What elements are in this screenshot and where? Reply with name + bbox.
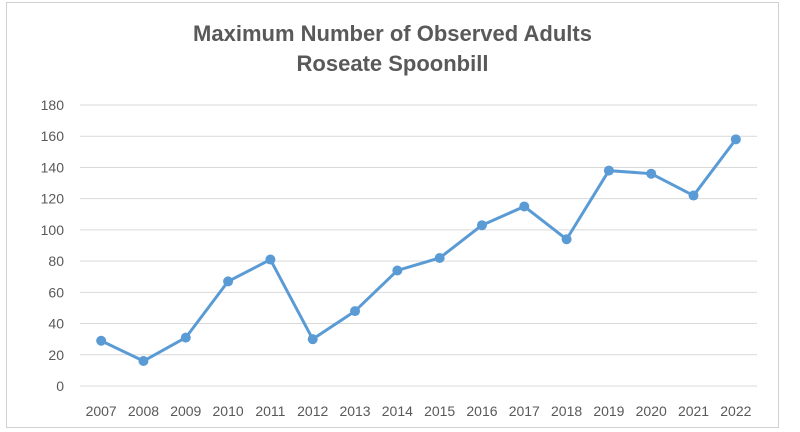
data-point (138, 356, 149, 367)
data-point (96, 335, 107, 346)
x-tick-label: 2009 (170, 403, 201, 419)
data-point (561, 234, 572, 245)
x-tick-label: 2022 (720, 403, 751, 419)
y-tick-label: 140 (41, 159, 65, 175)
x-tick-label: 2020 (636, 403, 667, 419)
y-tick-label: 0 (56, 378, 64, 394)
y-tick-label: 100 (41, 222, 65, 238)
x-tick-label: 2011 (255, 403, 285, 419)
data-point (730, 134, 741, 145)
x-tick-label: 2007 (86, 403, 117, 419)
y-tick-label: 20 (48, 347, 64, 363)
y-tick-label: 40 (48, 316, 64, 332)
data-point (223, 276, 234, 287)
y-tick-label: 160 (41, 128, 65, 144)
data-point (307, 334, 318, 345)
chart-title: Maximum Number of Observed Adults Roseat… (7, 19, 778, 79)
x-tick-label: 2010 (213, 403, 244, 419)
x-tick-label: 2016 (466, 403, 497, 419)
series-line (99, 137, 738, 363)
data-point (646, 168, 657, 179)
x-tick-label: 2018 (551, 403, 582, 419)
data-point (476, 220, 487, 231)
y-tick-label: 80 (48, 253, 64, 269)
chart-title-line2: Roseate Spoonbill (296, 51, 489, 76)
x-tick-label: 2014 (382, 403, 413, 419)
x-tick-label: 2008 (128, 403, 159, 419)
data-point (265, 254, 276, 265)
x-tick-label: 2019 (593, 403, 624, 419)
data-point (434, 252, 445, 263)
y-tick-label: 60 (48, 284, 64, 300)
data-point (350, 306, 361, 317)
data-point (603, 165, 614, 176)
data-point (688, 190, 699, 201)
x-tick-label: 2013 (339, 403, 370, 419)
data-point (519, 201, 530, 212)
chart-title-line1: Maximum Number of Observed Adults (193, 21, 592, 46)
data-point (180, 332, 191, 343)
y-tick-label: 120 (41, 191, 65, 207)
y-tick-label: 180 (41, 97, 65, 113)
data-point (392, 265, 403, 276)
x-tick-label: 2012 (297, 403, 328, 419)
x-tick-label: 2015 (424, 403, 455, 419)
x-tick-label: 2017 (509, 403, 540, 419)
x-tick-label: 2021 (678, 403, 709, 419)
